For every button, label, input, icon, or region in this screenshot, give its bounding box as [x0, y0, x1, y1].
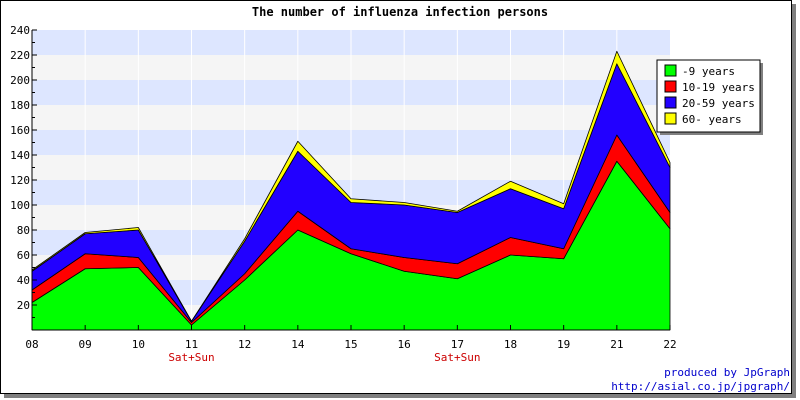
y-tick-label: 40 [17, 274, 30, 287]
x-tick-label: 10 [132, 338, 145, 351]
x-tick-label: 12 [238, 338, 251, 351]
legend-label: -9 years [682, 65, 735, 78]
chart-title: The number of influenza infection person… [252, 5, 548, 19]
credit-line-1: produced by JpGraph [664, 366, 790, 379]
y-tick-labels: 20 40 60 80 100 120 140 160 180 200 220 240 [10, 24, 30, 312]
legend: -9 years 10-19 years 20-59 years 60- years [656, 59, 763, 135]
y-tick-label: 200 [10, 74, 30, 87]
x-tick-label: 09 [79, 338, 92, 351]
legend-label: 10-19 years [682, 81, 755, 94]
credit-line-2: http://asial.co.jp/jpgraph/ [611, 380, 790, 393]
legend-swatch [664, 112, 677, 125]
x-tick-label: 17 [451, 338, 464, 351]
x-tick-label: 19 [557, 338, 570, 351]
legend-label: 20-59 years [682, 97, 755, 110]
y-tick-label: 60 [17, 249, 30, 262]
y-tick-label: 160 [10, 124, 30, 137]
y-tick-label: 80 [17, 224, 30, 237]
y-tick-label: 240 [10, 24, 30, 37]
axes [31, 29, 671, 331]
legend-swatch [664, 80, 677, 93]
x-tick-note: Sat+Sun [434, 351, 480, 364]
legend-label: 60- years [682, 113, 742, 126]
y-tick-label: 180 [10, 99, 30, 112]
x-tick-label: 14 [291, 338, 305, 351]
y-tick-label: 100 [10, 199, 30, 212]
legend-swatch [664, 64, 677, 77]
x-tick-label: 08 [25, 338, 38, 351]
x-tick-label: 16 [398, 338, 411, 351]
y-tick-label: 220 [10, 49, 30, 62]
x-tick-label: 22 [663, 338, 676, 351]
legend-swatch [664, 96, 677, 109]
y-tick-label: 20 [17, 299, 30, 312]
x-tick-note: Sat+Sun [168, 351, 214, 364]
y-tick-label: 140 [10, 149, 30, 162]
x-tick-label: 11 [185, 338, 198, 351]
y-tick-label: 120 [10, 174, 30, 187]
area-60-years [31, 50, 671, 322]
x-tick-label: 21 [610, 338, 623, 351]
x-tick-label: 18 [504, 338, 517, 351]
x-tick-label: 15 [344, 338, 357, 351]
